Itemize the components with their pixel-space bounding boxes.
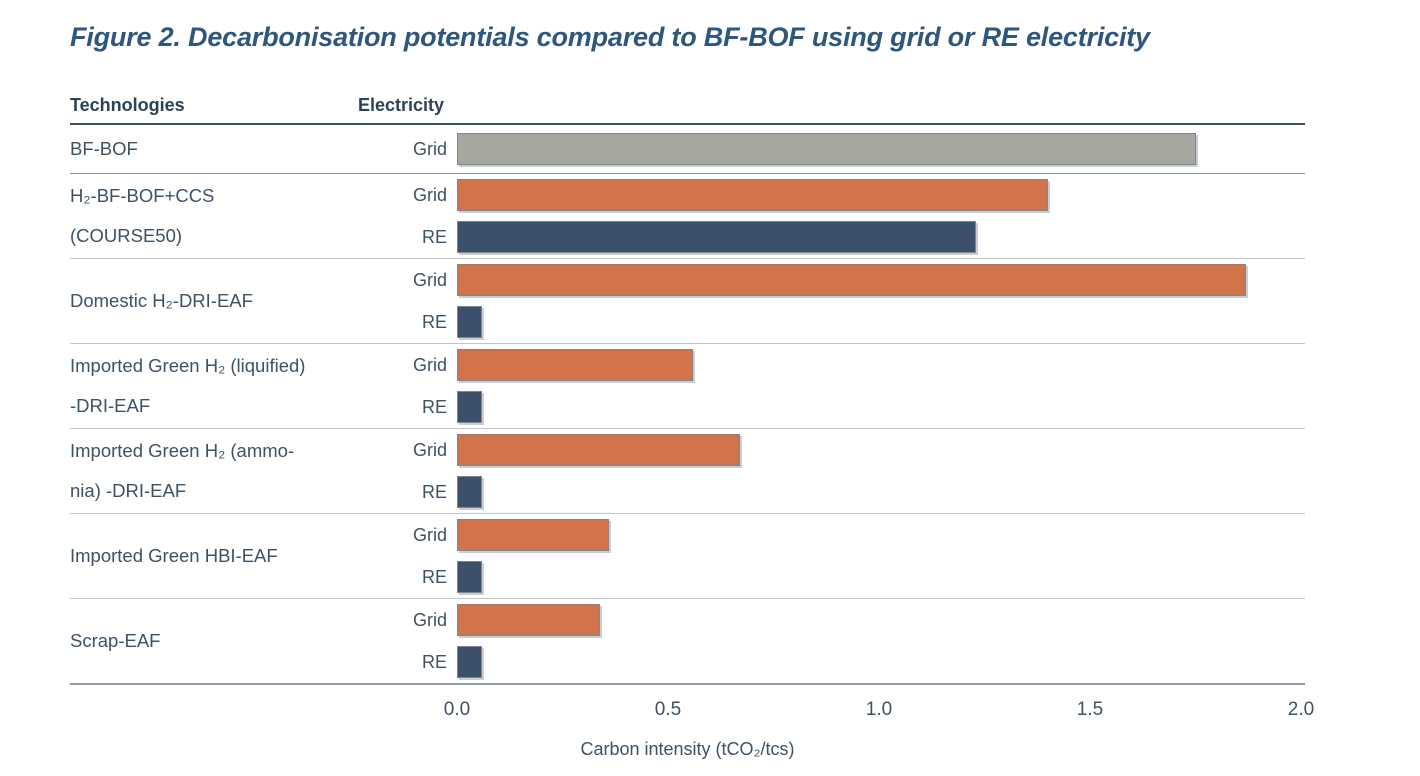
table-row: Imported Green H₂ (liquified) -DRI-EAF Gri… <box>70 344 1305 429</box>
electricity-label: Grid <box>412 609 447 630</box>
electricity-label: RE <box>421 226 447 247</box>
x-axis-tick: 0.5 <box>654 699 682 720</box>
technology-label: H₂-BF-BOF+CCS (COURSE50) <box>70 174 358 258</box>
bar-row <box>457 216 1301 258</box>
electricity-label: Grid <box>412 354 447 375</box>
technology-label-line: -DRI-EAF <box>70 395 151 416</box>
chart-table: Technologies Electricity BF-BOF Grid H₂-BF… <box>70 95 1305 685</box>
technology-label: Imported Green H₂ (liquified) -DRI-EAF <box>70 344 358 428</box>
column-header-electricity: Electricity <box>358 95 445 115</box>
bar-row <box>457 125 1301 173</box>
figure-title: Figure 2. Decarbonisation potentials com… <box>70 22 1150 52</box>
bars-plot-area <box>457 429 1301 513</box>
bars-plot-area <box>457 344 1301 428</box>
electricity-label: Grid <box>412 524 447 545</box>
technology-label-line: H₂-BF-BOF+CCS <box>70 185 215 206</box>
x-axis-label: Carbon intensity (tCO₂/tcs) <box>580 739 795 759</box>
bar-re-navy <box>457 476 483 508</box>
electricity-label: RE <box>421 481 447 502</box>
x-axis-tick: 0.0 <box>443 699 471 720</box>
table-row: BF-BOF Grid <box>70 125 1305 174</box>
bars-plot-area <box>457 125 1301 173</box>
technology-label-line: Imported Green H₂ (ammo- <box>70 440 295 461</box>
bar-re-navy <box>457 221 977 253</box>
bar-row <box>457 471 1301 513</box>
bars-column <box>447 174 1305 258</box>
x-axis-ticks: 0.0 0.5 1.0 1.5 2.0 <box>444 685 1314 733</box>
bars-column <box>447 429 1305 513</box>
bar-row <box>457 301 1301 343</box>
bars-column <box>447 259 1305 343</box>
technology-label-line: Scrap-EAF <box>70 630 161 651</box>
table-row: H₂-BF-BOF+CCS (COURSE50) Grid RE <box>70 174 1305 259</box>
column-header-technologies: Technologies <box>70 95 185 115</box>
electricity-label: RE <box>421 396 447 417</box>
electricity-label: Grid <box>412 439 447 460</box>
bar-grid-orange <box>457 179 1048 211</box>
bar-row <box>457 259 1301 301</box>
electricity-label-column: Grid RE <box>358 259 447 343</box>
technology-label: Domestic H₂-DRI-EAF <box>70 259 358 343</box>
bar-grid-reference <box>457 133 1196 165</box>
bars-column <box>447 125 1305 173</box>
technology-label: Imported Green H₂ (ammo-nia) -DRI-EAF <box>70 429 358 513</box>
table-row: Imported Green H₂ (ammo-nia) -DRI-EAF Gri… <box>70 429 1305 514</box>
technology-label-line: Domestic H₂-DRI-EAF <box>70 290 253 311</box>
technology-label-line: Imported Green HBI-EAF <box>70 545 278 566</box>
bars-plot-area <box>457 599 1301 683</box>
table-header-row: Technologies Electricity <box>70 95 1305 125</box>
bar-re-navy <box>457 561 483 593</box>
table-row: Scrap-EAF Grid RE <box>70 599 1305 685</box>
electricity-label: Grid <box>412 269 447 290</box>
bar-re-navy <box>457 646 483 678</box>
bar-row <box>457 641 1301 683</box>
bars-plot-area <box>457 174 1301 258</box>
bar-row <box>457 429 1301 471</box>
electricity-label-column: Grid RE <box>358 429 447 513</box>
bars-plot-area <box>457 514 1301 598</box>
electricity-label-column: Grid <box>358 125 447 173</box>
bar-row <box>457 599 1301 641</box>
bar-re-navy <box>457 391 483 423</box>
x-axis-tick: 1.0 <box>865 699 893 720</box>
bars-column <box>447 599 1305 683</box>
x-axis-tick: 1.5 <box>1076 699 1104 720</box>
bars-column <box>447 344 1305 428</box>
technology-label-line: nia) -DRI-EAF <box>70 480 187 501</box>
bar-grid-orange <box>457 434 740 466</box>
electricity-label: RE <box>421 566 447 587</box>
technology-label-line: (COURSE50) <box>70 225 183 246</box>
bar-grid-orange <box>457 264 1247 296</box>
chart-rows: BF-BOF Grid H₂-BF-BOF+CCS (COURSE50) Grid RE D… <box>70 125 1305 685</box>
figure: Figure 2. Decarbonisation potentials com… <box>70 22 1314 759</box>
electricity-label: Grid <box>412 184 447 205</box>
electricity-label-column: Grid RE <box>358 344 447 428</box>
table-row: Imported Green HBI-EAF Grid RE <box>70 514 1305 599</box>
electricity-label-column: Grid RE <box>358 599 447 683</box>
bar-row <box>457 556 1301 598</box>
bar-row <box>457 344 1301 386</box>
bar-row <box>457 174 1301 216</box>
bars-column <box>447 514 1305 598</box>
bars-plot-area <box>457 259 1301 343</box>
bar-row <box>457 514 1301 556</box>
x-axis-tick: 2.0 <box>1287 699 1315 720</box>
technology-label: Scrap-EAF <box>70 599 358 683</box>
bar-grid-orange <box>457 349 694 381</box>
electricity-label-column: Grid RE <box>358 514 447 598</box>
bar-row <box>457 386 1301 428</box>
bar-grid-orange <box>457 519 609 551</box>
electricity-label-column: Grid RE <box>358 174 447 258</box>
electricity-label: RE <box>421 311 447 332</box>
bar-grid-orange <box>457 604 601 636</box>
table-row: Domestic H₂-DRI-EAF Grid RE <box>70 259 1305 344</box>
bar-re-navy <box>457 306 483 338</box>
technology-label: BF-BOF <box>70 125 358 173</box>
technology-label: Imported Green HBI-EAF <box>70 514 358 598</box>
technology-label-line: Imported Green H₂ (liquified) <box>70 355 306 376</box>
technology-label-line: BF-BOF <box>70 138 138 159</box>
electricity-label: Grid <box>412 138 447 159</box>
electricity-label: RE <box>421 651 447 672</box>
